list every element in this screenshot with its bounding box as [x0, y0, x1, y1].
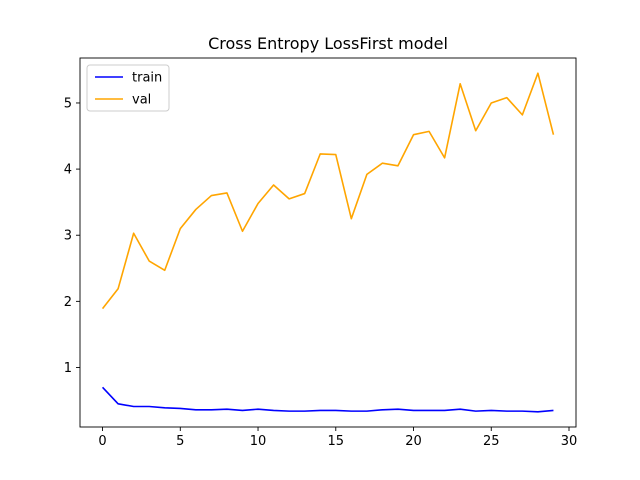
y-tick-label: 2 — [64, 295, 72, 310]
legend: train val — [86, 64, 170, 112]
legend-label-val: val — [132, 93, 151, 108]
y-tick-label: 5 — [64, 96, 72, 111]
y-tick-label: 3 — [64, 229, 72, 244]
axes: 0 5 10 15 20 25 30 1 2 3 4 5 — [64, 57, 578, 449]
x-tick-label: 5 — [176, 434, 184, 449]
x-tick-label: 15 — [328, 434, 345, 449]
x-tick-label: 10 — [250, 434, 267, 449]
x-tick-label: 25 — [483, 434, 500, 449]
series-line-val — [101, 72, 555, 310]
x-tick-label: 30 — [561, 434, 578, 449]
x-tick-label: 20 — [405, 434, 422, 449]
y-tick-label: 1 — [64, 361, 72, 376]
chart-title: Cross Entropy LossFirst model — [208, 34, 448, 53]
axes-frame — [79, 57, 577, 428]
series-line-train — [101, 386, 554, 413]
legend-label-train: train — [132, 71, 162, 86]
plot-area — [101, 72, 555, 413]
x-tick-label: 0 — [98, 434, 106, 449]
y-tick-label: 4 — [64, 163, 72, 178]
